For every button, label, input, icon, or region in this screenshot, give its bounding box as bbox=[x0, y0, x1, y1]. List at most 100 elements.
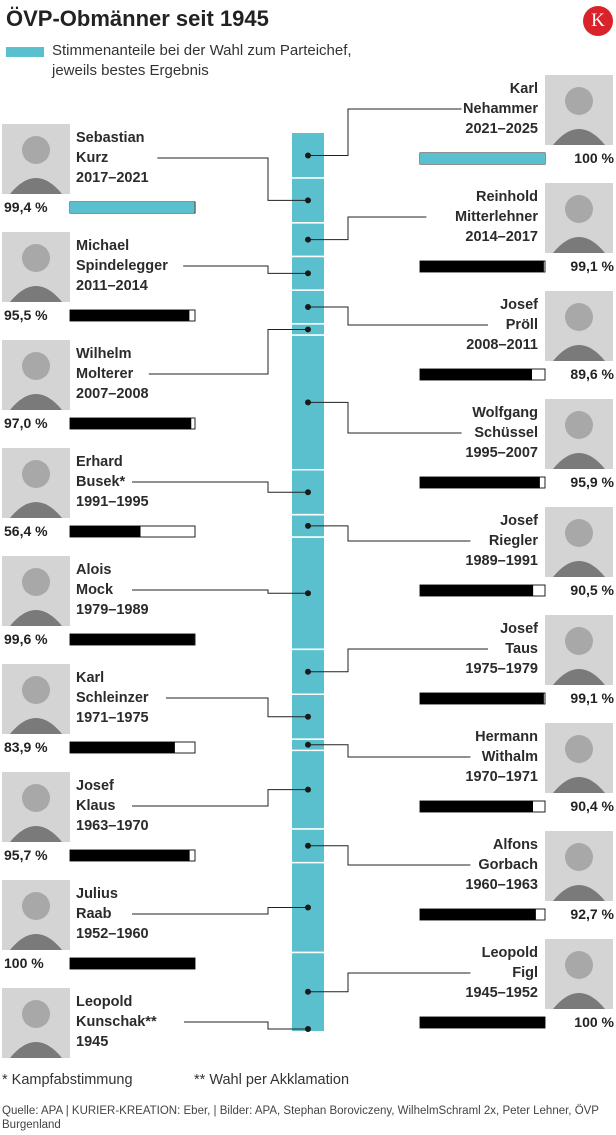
leader-label: Reinhold bbox=[476, 189, 538, 205]
leader-label: 1989–1991 bbox=[465, 553, 538, 569]
leader-label: 1995–2007 bbox=[465, 445, 538, 461]
leader-label: Riegler bbox=[489, 533, 539, 549]
portrait-body-1 bbox=[10, 178, 62, 194]
leader-label: Alfons bbox=[493, 837, 538, 853]
connector-line bbox=[132, 589, 308, 594]
portrait-body-5 bbox=[10, 394, 62, 410]
tenure-dot bbox=[305, 270, 311, 277]
portrait-head-3 bbox=[22, 244, 50, 272]
tenure-dot bbox=[305, 668, 311, 675]
leader-label: 1971–1975 bbox=[76, 710, 149, 726]
portrait-head-7 bbox=[22, 460, 50, 488]
leader-label: Spindelegger bbox=[76, 258, 168, 274]
portrait-body-10 bbox=[553, 669, 605, 685]
connector-line bbox=[308, 216, 427, 241]
leader-label: Pröll bbox=[506, 317, 538, 333]
tenure-dot bbox=[305, 786, 311, 793]
connector-line bbox=[132, 907, 308, 915]
connector-line bbox=[183, 265, 308, 274]
portrait-head-17 bbox=[22, 1000, 50, 1028]
portrait-body-0 bbox=[553, 129, 605, 145]
result-bar bbox=[420, 801, 533, 812]
result-bar bbox=[70, 202, 195, 213]
leader-label: 2017–2021 bbox=[76, 170, 149, 186]
portrait-head-10 bbox=[565, 627, 593, 655]
result-bar bbox=[70, 958, 195, 969]
connector-line bbox=[308, 306, 488, 326]
leader-label: 1960–1963 bbox=[465, 877, 538, 893]
portrait-body-9 bbox=[10, 610, 62, 626]
result-bar bbox=[70, 850, 190, 861]
tenure-dot bbox=[305, 522, 311, 529]
leader-label: Sebastian bbox=[76, 130, 145, 146]
connector-line bbox=[308, 648, 488, 673]
result-bar bbox=[420, 693, 544, 704]
tenure-dot bbox=[305, 399, 311, 406]
footnote-kampfabstimmung: * Kampfabstimmung bbox=[2, 1072, 133, 1088]
leader-label: Leopold bbox=[76, 994, 132, 1010]
tenure-dot bbox=[305, 1026, 311, 1032]
tenure-dot bbox=[305, 842, 311, 849]
result-value-label: 95,9 % bbox=[570, 474, 614, 490]
portrait-body-16 bbox=[553, 993, 605, 1009]
connector-line bbox=[166, 697, 308, 718]
portrait-head-2 bbox=[565, 195, 593, 223]
portrait-head-1 bbox=[22, 136, 50, 164]
connector-line bbox=[157, 157, 308, 201]
leader-label: Nehammer bbox=[463, 101, 538, 117]
leader-label: Josef bbox=[500, 513, 538, 529]
tenure-dot bbox=[305, 988, 311, 995]
result-value-label: 99,6 % bbox=[4, 631, 48, 647]
leader-label: Julius bbox=[76, 886, 118, 902]
leader-label: Kurz bbox=[76, 150, 108, 166]
leader-label: 2011–2014 bbox=[76, 278, 148, 294]
result-value-label: 95,7 % bbox=[4, 847, 48, 863]
leader-label: Leopold bbox=[482, 945, 538, 961]
result-value-label: 99,1 % bbox=[570, 690, 614, 706]
leader-label: Molterer bbox=[76, 366, 134, 382]
source-credits: Quelle: APA | KURIER-KREATION: Eber, | B… bbox=[2, 1105, 599, 1131]
connector-line bbox=[132, 481, 308, 493]
result-value-label: 97,0 % bbox=[4, 415, 48, 431]
result-bar bbox=[70, 310, 190, 321]
leader-label: Withalm bbox=[482, 749, 538, 765]
result-bar bbox=[70, 742, 175, 753]
connector-line bbox=[184, 1021, 308, 1030]
portrait-body-7 bbox=[10, 502, 62, 518]
legend-label: Stimmenanteile bei der Wahl zum Parteich… bbox=[52, 42, 352, 79]
portrait-body-11 bbox=[10, 718, 62, 734]
leader-label: Karl bbox=[76, 670, 104, 686]
result-bar bbox=[420, 369, 532, 380]
tenure-dot bbox=[305, 713, 311, 720]
result-value-label: 100 % bbox=[4, 955, 44, 971]
connector-line bbox=[308, 845, 471, 866]
portrait-body-3 bbox=[10, 286, 62, 302]
result-bar bbox=[420, 261, 544, 272]
leader-label: Michael bbox=[76, 238, 129, 254]
tenure-dot bbox=[305, 303, 311, 310]
portrait-body-15 bbox=[10, 934, 62, 950]
leader-label: 1945 bbox=[76, 1034, 108, 1050]
leader-label: Schleinzer bbox=[76, 690, 149, 706]
kurier-logo: K bbox=[583, 6, 613, 36]
leader-label: Josef bbox=[500, 297, 538, 313]
result-value-label: 100 % bbox=[574, 150, 614, 166]
result-bar bbox=[70, 418, 192, 429]
leader-label: 2021–2025 bbox=[465, 121, 538, 137]
leader-label: 1970–1971 bbox=[465, 769, 538, 785]
leader-label: Busek* bbox=[76, 474, 126, 490]
result-value-label: 56,4 % bbox=[4, 523, 48, 539]
result-bar bbox=[420, 1017, 545, 1028]
portrait-head-5 bbox=[22, 352, 50, 380]
tenure-dot bbox=[305, 152, 311, 159]
legend-swatch bbox=[6, 47, 44, 57]
portrait-head-0 bbox=[565, 87, 593, 115]
leader-label: 1952–1960 bbox=[76, 926, 149, 942]
portrait-head-8 bbox=[565, 519, 593, 547]
portrait-body-12 bbox=[553, 777, 605, 793]
tenure-dot bbox=[305, 236, 311, 243]
leader-label: 1963–1970 bbox=[76, 818, 149, 834]
result-value-label: 99,4 % bbox=[4, 199, 48, 215]
portrait-body-14 bbox=[553, 885, 605, 901]
tenure-dot bbox=[305, 197, 311, 204]
